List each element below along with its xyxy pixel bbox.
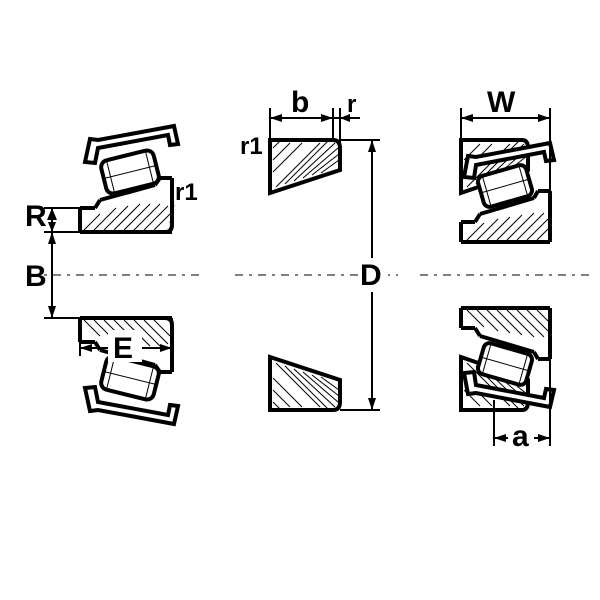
label-b: b	[291, 86, 309, 119]
label-a: a	[512, 420, 529, 453]
dim-R: R	[25, 200, 80, 233]
view-cup: b r r1 D	[235, 86, 398, 410]
bearing-diagram: r1 R B	[0, 0, 600, 600]
label-r-mid: r	[347, 91, 356, 118]
view-cone: r1 R B	[25, 126, 200, 424]
label-r1-left: r1	[175, 179, 198, 206]
label-E: E	[113, 332, 133, 365]
dim-b: b	[270, 86, 333, 140]
label-W: W	[487, 86, 516, 119]
view-assembly: W a	[420, 86, 590, 453]
label-D: D	[360, 259, 382, 292]
dim-D: D	[340, 140, 388, 410]
dim-B: B	[25, 232, 80, 318]
label-R: R	[25, 200, 47, 233]
label-B: B	[25, 260, 47, 293]
label-r1-mid: r1	[240, 133, 263, 160]
